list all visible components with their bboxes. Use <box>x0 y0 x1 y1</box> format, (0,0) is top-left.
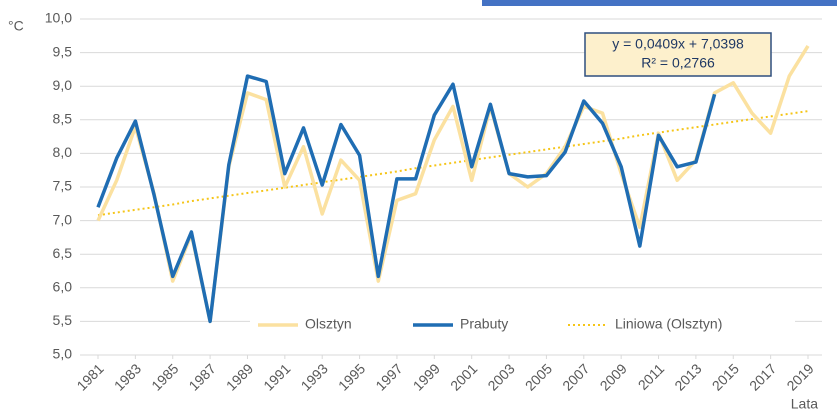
y-tick-label: 10,0 <box>45 10 72 26</box>
y-tick-label: 9,0 <box>53 77 73 93</box>
annotation-box <box>584 32 772 77</box>
legend-label: Liniowa (Olsztyn) <box>615 316 722 332</box>
y-tick-label: 7,5 <box>53 178 73 194</box>
series-line <box>96 74 717 324</box>
y-tick-label: 8,0 <box>53 144 73 160</box>
y-tick-label: 8,5 <box>53 111 73 127</box>
x-tick-label: 1985 <box>148 360 181 393</box>
x-tick-label: 1995 <box>335 360 368 393</box>
annotation: R² = 0,2766 <box>641 55 715 71</box>
x-tick-label: 1991 <box>260 360 293 393</box>
x-axis-label: Lata <box>791 396 818 412</box>
x-tick-label: 1983 <box>111 360 144 393</box>
x-tick-label: 2013 <box>671 360 704 393</box>
x-tick-label: 2003 <box>484 360 517 393</box>
legend-box <box>250 313 795 337</box>
legend-label: Prabuty <box>460 316 508 332</box>
y-tick-label: 5,5 <box>53 312 73 328</box>
x-tick-label: 1981 <box>73 360 106 393</box>
y-axis-label: °C <box>8 18 24 34</box>
y-tick-label: 7,0 <box>53 211 73 227</box>
x-tick-label: 1987 <box>186 360 219 393</box>
x-tick-label: 1997 <box>372 360 405 393</box>
x-tick-label: 2017 <box>746 360 779 393</box>
y-tick-label: 6,0 <box>53 279 73 295</box>
y-tick-label: 9,5 <box>53 43 73 59</box>
x-tick-label: 1989 <box>223 360 256 393</box>
x-tick-label: 2001 <box>447 360 480 393</box>
legend-label: Olsztyn <box>305 316 352 332</box>
x-tick-label: 2009 <box>597 360 630 393</box>
x-tick-label: 1999 <box>410 360 443 393</box>
header-bar <box>482 0 837 6</box>
y-tick-label: 6,5 <box>53 245 73 261</box>
y-tick-label: 5,0 <box>53 346 73 362</box>
annotation: y = 0,0409x + 7,0398 <box>612 36 744 52</box>
x-tick-label: 2007 <box>559 360 592 393</box>
trend-line <box>97 110 809 217</box>
x-tick-label: 2011 <box>635 360 668 393</box>
x-tick-label: 1993 <box>298 360 331 393</box>
x-tick-label: 2019 <box>783 360 816 393</box>
x-tick-label: 2005 <box>522 360 555 393</box>
x-tick-label: 2015 <box>709 360 742 393</box>
